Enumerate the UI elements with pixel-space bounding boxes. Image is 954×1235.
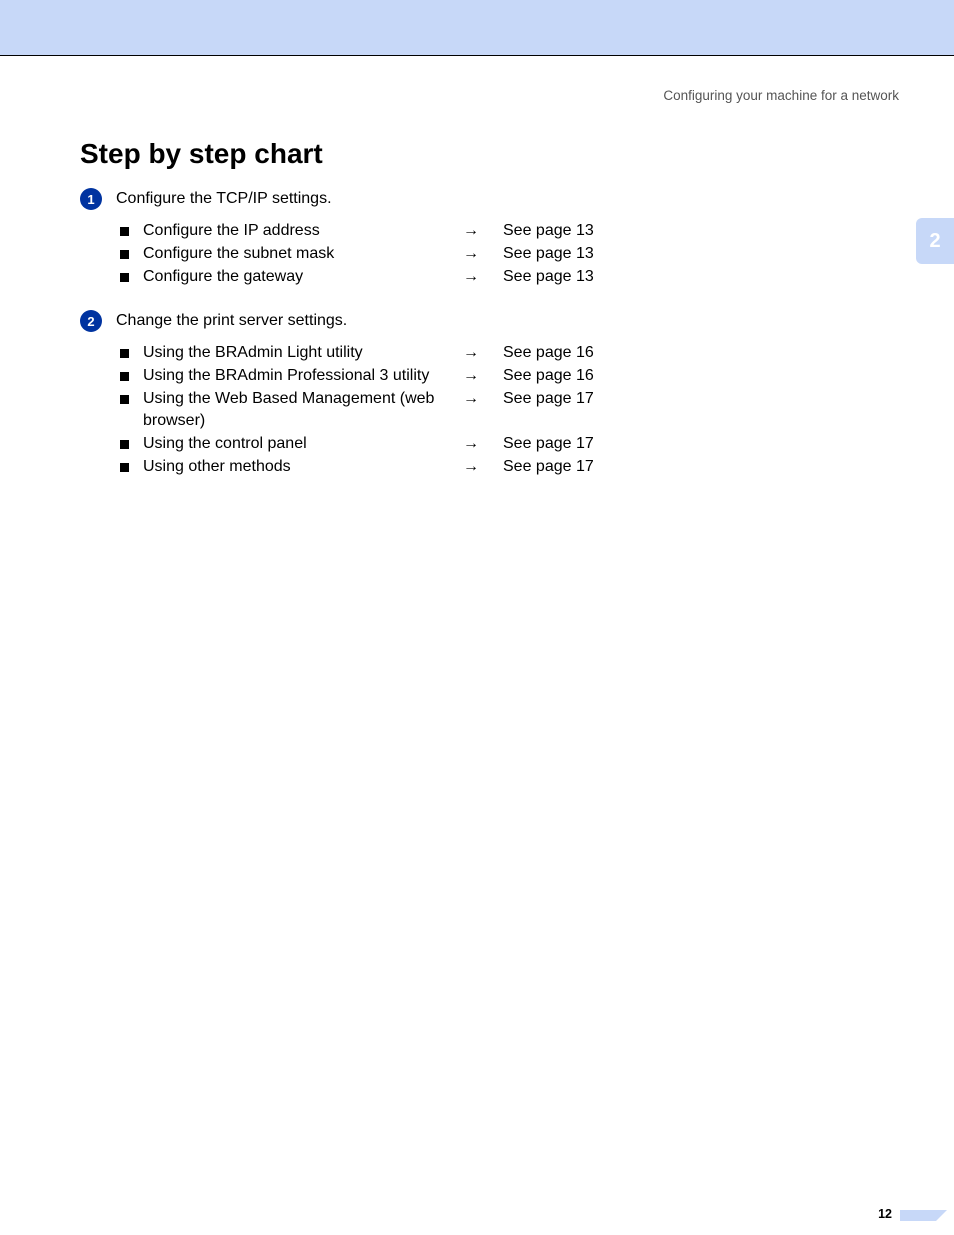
step-number-badge: 2: [80, 310, 102, 332]
item-label: Using other methods: [143, 456, 463, 478]
arrow-icon: →: [463, 266, 503, 288]
item-label: Using the BRAdmin Professional 3 utility: [143, 365, 463, 387]
arrow-icon: →: [463, 365, 503, 387]
arrow-icon: →: [463, 433, 503, 455]
chapter-tab: 2: [916, 218, 954, 264]
list-item: Using the BRAdmin Light utility → See pa…: [120, 342, 640, 364]
item-label: Configure the subnet mask: [143, 243, 463, 265]
page-number: 12: [878, 1207, 892, 1221]
square-bullet-icon: [120, 273, 129, 282]
square-bullet-icon: [120, 463, 129, 472]
square-bullet-icon: [120, 227, 129, 236]
page-reference: See page 17: [503, 388, 594, 410]
step-text: Configure the TCP/IP settings.: [116, 190, 332, 208]
step-heading: 1 Configure the TCP/IP settings.: [80, 188, 640, 210]
step-text: Change the print server settings.: [116, 312, 347, 330]
step-items: Using the BRAdmin Light utility → See pa…: [120, 342, 640, 478]
list-item: Using the control panel → See page 17: [120, 433, 640, 455]
list-item: Configure the IP address → See page 13: [120, 220, 640, 242]
main-content: Step by step chart 1 Configure the TCP/I…: [80, 138, 640, 500]
page-title: Step by step chart: [80, 138, 640, 170]
square-bullet-icon: [120, 440, 129, 449]
list-item: Using other methods → See page 17: [120, 456, 640, 478]
item-label: Configure the gateway: [143, 266, 463, 288]
page-reference: See page 16: [503, 342, 594, 364]
list-item: Using the BRAdmin Professional 3 utility…: [120, 365, 640, 387]
step-items: Configure the IP address → See page 13 C…: [120, 220, 640, 288]
page-reference: See page 13: [503, 243, 594, 265]
page-reference: See page 13: [503, 266, 594, 288]
header-band: [0, 0, 954, 56]
arrow-icon: →: [463, 220, 503, 242]
page-reference: See page 17: [503, 456, 594, 478]
square-bullet-icon: [120, 349, 129, 358]
list-item: Configure the gateway → See page 13: [120, 266, 640, 288]
item-label: Using the BRAdmin Light utility: [143, 342, 463, 364]
chapter-tab-number: 2: [929, 230, 940, 253]
step-number-badge: 1: [80, 188, 102, 210]
arrow-icon: →: [463, 243, 503, 265]
page-reference: See page 16: [503, 365, 594, 387]
square-bullet-icon: [120, 372, 129, 381]
arrow-icon: →: [463, 388, 503, 410]
corner-tab-icon: [900, 1210, 936, 1221]
page-reference: See page 17: [503, 433, 594, 455]
page-reference: See page 13: [503, 220, 594, 242]
running-header: Configuring your machine for a network: [663, 88, 899, 103]
arrow-icon: →: [463, 342, 503, 364]
item-label: Configure the IP address: [143, 220, 463, 242]
list-item: Using the Web Based Management (web brow…: [120, 388, 640, 432]
item-label: Using the control panel: [143, 433, 463, 455]
item-label: Using the Web Based Management (web brow…: [143, 388, 463, 432]
arrow-icon: →: [463, 456, 503, 478]
page-body: Configuring your machine for a network 2…: [0, 56, 954, 1235]
list-item: Configure the subnet mask → See page 13: [120, 243, 640, 265]
square-bullet-icon: [120, 395, 129, 404]
square-bullet-icon: [120, 250, 129, 259]
step-heading: 2 Change the print server settings.: [80, 310, 640, 332]
